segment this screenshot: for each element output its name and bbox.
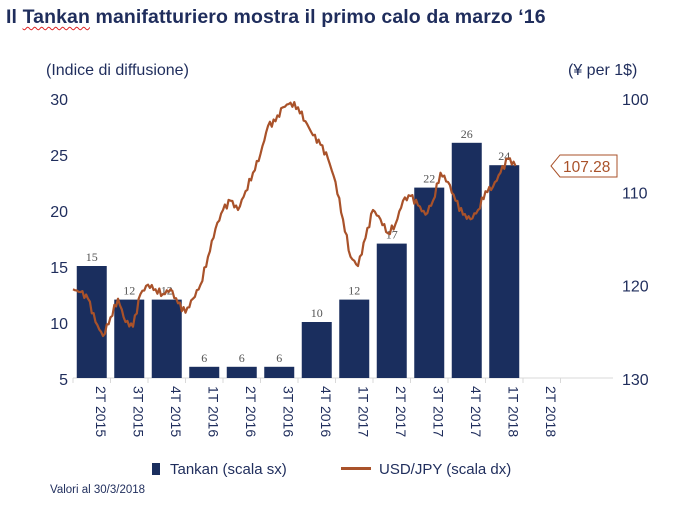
bar [489,165,520,378]
left-tick-label: 25 [50,148,68,165]
bar-data-label: 22 [423,172,435,186]
x-tick-label: 2T 2016 [243,386,259,437]
x-tick-label: 3T 2015 [130,386,146,437]
bar-data-label: 26 [461,127,473,141]
legend-item-tankan: Tankan (scala sx) [152,461,287,478]
bar [76,266,107,378]
x-tick-label: 2T 2015 [93,386,109,437]
bar-data-label: 17 [386,228,398,242]
bar [189,366,220,378]
bar [151,299,182,378]
right-axis-unit: (¥ per 1$) [568,62,638,79]
legend-swatch-line [341,467,371,470]
bar-data-label: 6 [201,351,207,365]
bar-data-label: 6 [239,351,245,365]
x-tick-label: 4T 2016 [318,386,334,437]
left-axis-unit: (Indice di diffusione) [46,62,189,79]
left-tick-label: 30 [50,92,68,109]
bar-data-label: 10 [311,306,323,320]
usdjpy-line [72,100,517,338]
bar [264,366,295,378]
x-tick-label: 2T 2017 [393,386,409,437]
right-tick-label: 110 [622,185,648,202]
x-tick-label: 1T 2016 [205,386,221,437]
title-rest: manifatturiero mostra il primo calo da m… [89,6,546,28]
legend-label-tankan: Tankan (scala sx) [170,461,287,478]
x-tick-label: 2T 2018 [543,386,559,437]
bar-data-label: 15 [86,250,98,264]
bar [114,299,145,378]
x-tick-label: 1T 2017 [355,386,371,437]
left-tick-label: 5 [59,372,68,389]
bar-data-label: 12 [348,284,360,298]
left-tick-label: 15 [50,260,68,277]
x-tick-label: 3T 2017 [430,386,446,437]
legend-swatch-bar [152,463,160,475]
right-tick-label: 130 [622,372,649,389]
right-tick-label: 100 [622,92,649,109]
last-value-label: 107.28 [563,159,610,176]
legend-label-usdjpy: USD/JPY (scala dx) [379,461,512,478]
x-tick-label: 3T 2016 [280,386,296,437]
x-tick-label: 4T 2015 [168,386,184,437]
footnote: Valori al 30/3/2018 [50,484,146,496]
bar [226,366,257,378]
bar [339,299,370,378]
left-tick-label: 10 [50,316,68,333]
title-prefix: Il [6,6,23,28]
bar-data-label: 24 [498,149,510,163]
bar [414,187,445,378]
chart-title: Il Tankan manifatturiero mostra il primo… [6,6,546,29]
x-tick-label: 4T 2017 [468,386,484,437]
left-tick-label: 20 [50,204,68,221]
bar [376,243,407,378]
bar [301,322,332,378]
bar-data-label: 12 [123,284,135,298]
bar-data-label: 6 [276,351,282,365]
title-highlight: Tankan [22,6,90,28]
bar [451,142,482,378]
right-tick-label: 120 [622,279,649,296]
last-value-callout [550,154,618,178]
legend-item-usdjpy: USD/JPY (scala dx) [341,461,511,478]
x-tick-label: 1T 2018 [505,386,521,437]
